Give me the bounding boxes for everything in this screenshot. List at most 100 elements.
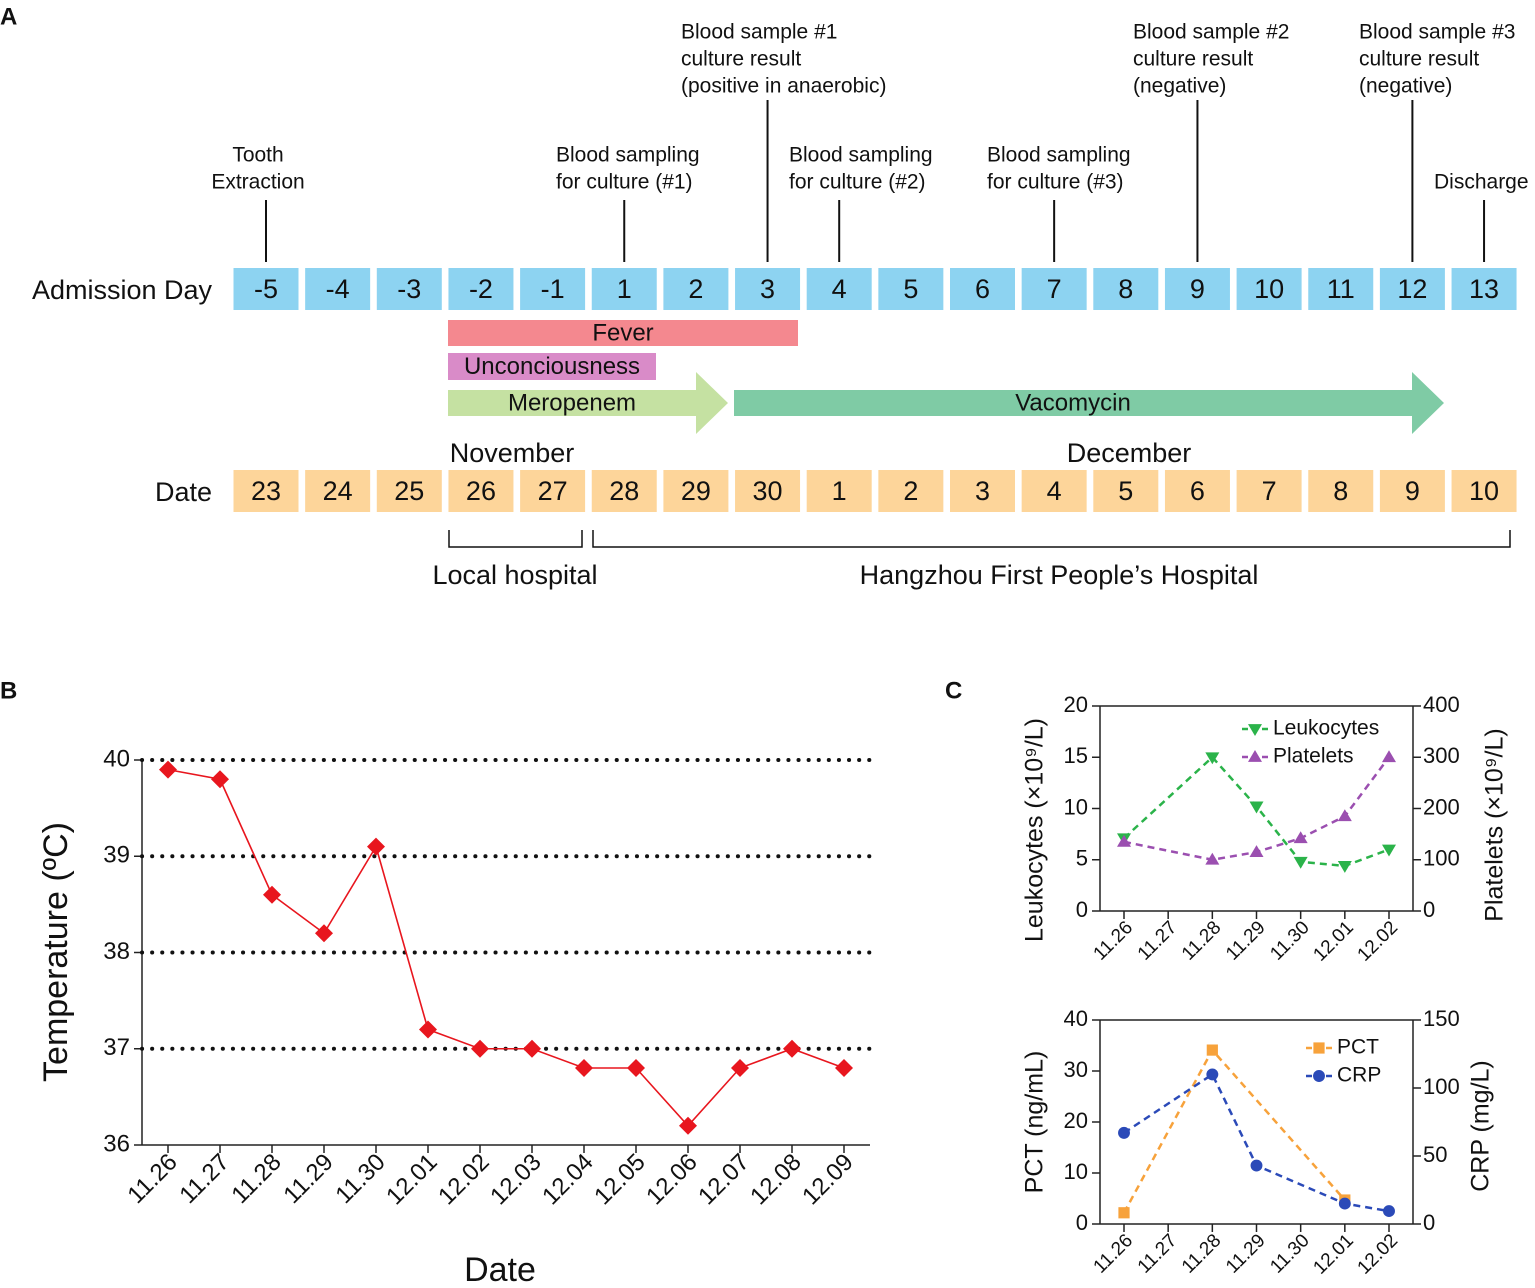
series-line bbox=[167, 768, 845, 1127]
date-label: 2 bbox=[903, 476, 918, 506]
y-tick-label: 36 bbox=[103, 1130, 130, 1157]
y-tick-label: 10 bbox=[1064, 794, 1088, 819]
day-label: 11 bbox=[1327, 274, 1355, 304]
y-tick-label: 30 bbox=[1064, 1057, 1088, 1082]
point bbox=[1118, 1126, 1130, 1139]
event-label: for culture (#1) bbox=[556, 171, 693, 194]
legend-label: Leukocytes bbox=[1273, 717, 1379, 740]
point bbox=[419, 1020, 437, 1039]
x-tick-label: 12.03 bbox=[485, 1149, 547, 1211]
point bbox=[1248, 750, 1262, 762]
event-label: Blood sampling bbox=[556, 144, 700, 167]
date-box bbox=[663, 470, 729, 512]
date-label: 6 bbox=[1190, 476, 1205, 506]
panel-label: A bbox=[0, 3, 17, 30]
point bbox=[1337, 809, 1352, 822]
date-box bbox=[591, 470, 657, 512]
day-label: 8 bbox=[1118, 274, 1133, 304]
point bbox=[1293, 831, 1308, 844]
date-label: 4 bbox=[1047, 476, 1062, 506]
event-label: Blood sampling bbox=[987, 144, 1131, 167]
x-tick-label: 12.01 bbox=[1309, 917, 1357, 965]
event-label: Blood sample #1 bbox=[681, 21, 837, 44]
y2-tick-label: 400 bbox=[1423, 692, 1460, 717]
point bbox=[1250, 1159, 1263, 1172]
x-tick-label: 12.09 bbox=[797, 1149, 859, 1211]
series-line bbox=[1123, 756, 1391, 862]
point bbox=[211, 770, 229, 789]
x-tick-label: 12.01 bbox=[1309, 1230, 1357, 1278]
event-label: (negative) bbox=[1359, 75, 1452, 98]
x-tick-label: 12.04 bbox=[537, 1149, 599, 1211]
row-label: Admission Day bbox=[32, 275, 213, 305]
date-box bbox=[448, 470, 514, 512]
date-box bbox=[950, 470, 1015, 512]
event-label: culture result bbox=[1133, 48, 1253, 71]
date-box bbox=[1236, 470, 1302, 512]
y-axis-title: Temperature (ºC) bbox=[37, 822, 75, 1082]
day-box bbox=[735, 268, 801, 310]
y2-tick-label: 0 bbox=[1423, 897, 1435, 922]
date-label: 28 bbox=[609, 476, 639, 506]
x-tick-label: 12.02 bbox=[1354, 1230, 1402, 1278]
day-label: -5 bbox=[254, 274, 278, 304]
day-box bbox=[448, 268, 514, 310]
date-box bbox=[520, 470, 586, 512]
bracket bbox=[448, 530, 583, 548]
day-box bbox=[1093, 268, 1159, 310]
legend-label: Platelets bbox=[1273, 745, 1354, 768]
event-label: Tooth bbox=[232, 144, 283, 167]
y-tick-label: 40 bbox=[103, 745, 130, 772]
date-box bbox=[233, 470, 299, 512]
x-tick-label: 11.29 bbox=[1222, 917, 1269, 964]
point bbox=[1313, 1042, 1325, 1054]
y-tick-label: 37 bbox=[103, 1034, 130, 1061]
day-box bbox=[1164, 268, 1230, 310]
x-axis-title: Date bbox=[464, 1251, 536, 1288]
x-tick-label: 11.28 bbox=[1178, 917, 1225, 964]
panel-label: B bbox=[0, 677, 17, 704]
y2-tick-label: 50 bbox=[1423, 1142, 1447, 1167]
day-box bbox=[878, 268, 944, 310]
day-box bbox=[1379, 268, 1445, 310]
point bbox=[1206, 1044, 1218, 1056]
event-label: Extraction bbox=[211, 171, 304, 194]
day-box bbox=[376, 268, 442, 310]
day-label: 5 bbox=[903, 274, 918, 304]
series-line bbox=[1123, 755, 1390, 868]
y-tick-label: 5 bbox=[1076, 846, 1088, 871]
point bbox=[471, 1039, 489, 1058]
point bbox=[1118, 1207, 1130, 1219]
point bbox=[835, 1059, 853, 1077]
point bbox=[1337, 861, 1352, 873]
month-label: December bbox=[1067, 438, 1192, 468]
point bbox=[1205, 752, 1220, 765]
date-label: 5 bbox=[1118, 476, 1133, 506]
day-box bbox=[233, 268, 299, 310]
legend-label: CRP bbox=[1337, 1064, 1381, 1087]
event-label: (positive in anaerobic) bbox=[681, 75, 886, 98]
date-label: 30 bbox=[753, 476, 783, 506]
point bbox=[1206, 1068, 1219, 1081]
date-box bbox=[1164, 470, 1230, 512]
y2-tick-label: 0 bbox=[1423, 1210, 1435, 1235]
day-label: 13 bbox=[1469, 274, 1499, 304]
event-label: Discharge bbox=[1434, 171, 1529, 194]
day-box bbox=[520, 268, 586, 310]
date-box bbox=[305, 470, 371, 512]
y-tick-label: 20 bbox=[1064, 1108, 1088, 1133]
arrow-bar bbox=[734, 372, 1444, 434]
date-box bbox=[1308, 470, 1374, 512]
arrow-bar bbox=[448, 372, 728, 434]
y-tick-label: 10 bbox=[1064, 1159, 1088, 1184]
point bbox=[1293, 856, 1308, 869]
point bbox=[1313, 1070, 1325, 1082]
date-box bbox=[1451, 470, 1517, 512]
point bbox=[783, 1039, 801, 1058]
x-tick-label: 12.08 bbox=[745, 1149, 807, 1211]
point bbox=[315, 924, 333, 943]
day-label: 10 bbox=[1254, 274, 1284, 304]
y2-tick-label: 150 bbox=[1423, 1006, 1460, 1031]
x-tick-label: 11.27 bbox=[174, 1149, 234, 1209]
